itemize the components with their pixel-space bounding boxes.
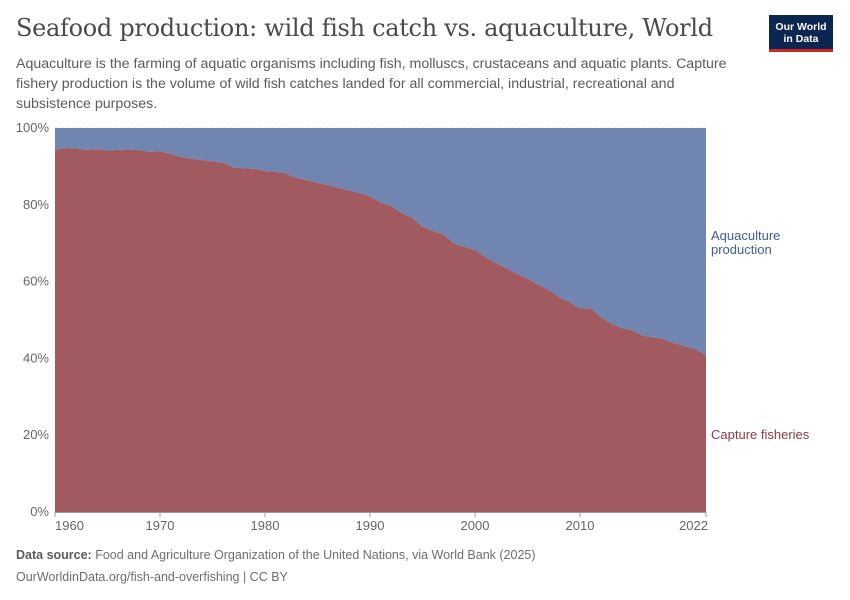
- x-tick-label: 2010: [566, 518, 595, 533]
- logo-line-2: in Data: [783, 32, 819, 45]
- y-tick-label: 40%: [23, 350, 49, 365]
- y-tick-label: 80%: [23, 197, 49, 212]
- y-axis: 0% 20% 40% 60% 80% 100%: [16, 120, 50, 519]
- x-tick-label: 2000: [461, 518, 490, 533]
- owid-logo[interactable]: Our World in Data: [769, 15, 833, 52]
- data-source-text: Food and Agriculture Organization of the…: [95, 548, 536, 562]
- chart-title: Seafood production: wild fish catch vs. …: [16, 14, 713, 42]
- data-source-label: Data source:: [16, 548, 92, 562]
- x-tick-label: 2022: [679, 518, 708, 533]
- x-axis: 1960 1970 1980 1990 2000 2010 2022: [54, 512, 708, 533]
- url-license[interactable]: OurWorldinData.org/fish-and-overfishing …: [16, 570, 288, 584]
- aquaculture-label: production: [711, 242, 772, 257]
- y-tick-label: 100%: [16, 120, 50, 135]
- x-tick-label: 1960: [55, 518, 84, 533]
- x-tick-label: 1990: [356, 518, 385, 533]
- y-tick-label: 0%: [30, 504, 49, 519]
- capture-area: [55, 147, 706, 512]
- aquaculture-label: Aquaculture: [711, 228, 780, 243]
- y-tick-label: 20%: [23, 427, 49, 442]
- x-tick-label: 1970: [146, 518, 175, 533]
- y-tick-label: 60%: [23, 274, 49, 289]
- area-series: [55, 128, 706, 512]
- data-source: Data source: Food and Agriculture Organi…: [16, 548, 536, 562]
- chart-subtitle: Aquaculture is the farming of aquatic or…: [16, 56, 727, 112]
- capture-fisheries-label: Capture fisheries: [711, 427, 810, 442]
- aquaculture-area: [55, 128, 706, 355]
- x-tick-label: 1980: [251, 518, 280, 533]
- logo-line-1: Our World: [775, 20, 827, 33]
